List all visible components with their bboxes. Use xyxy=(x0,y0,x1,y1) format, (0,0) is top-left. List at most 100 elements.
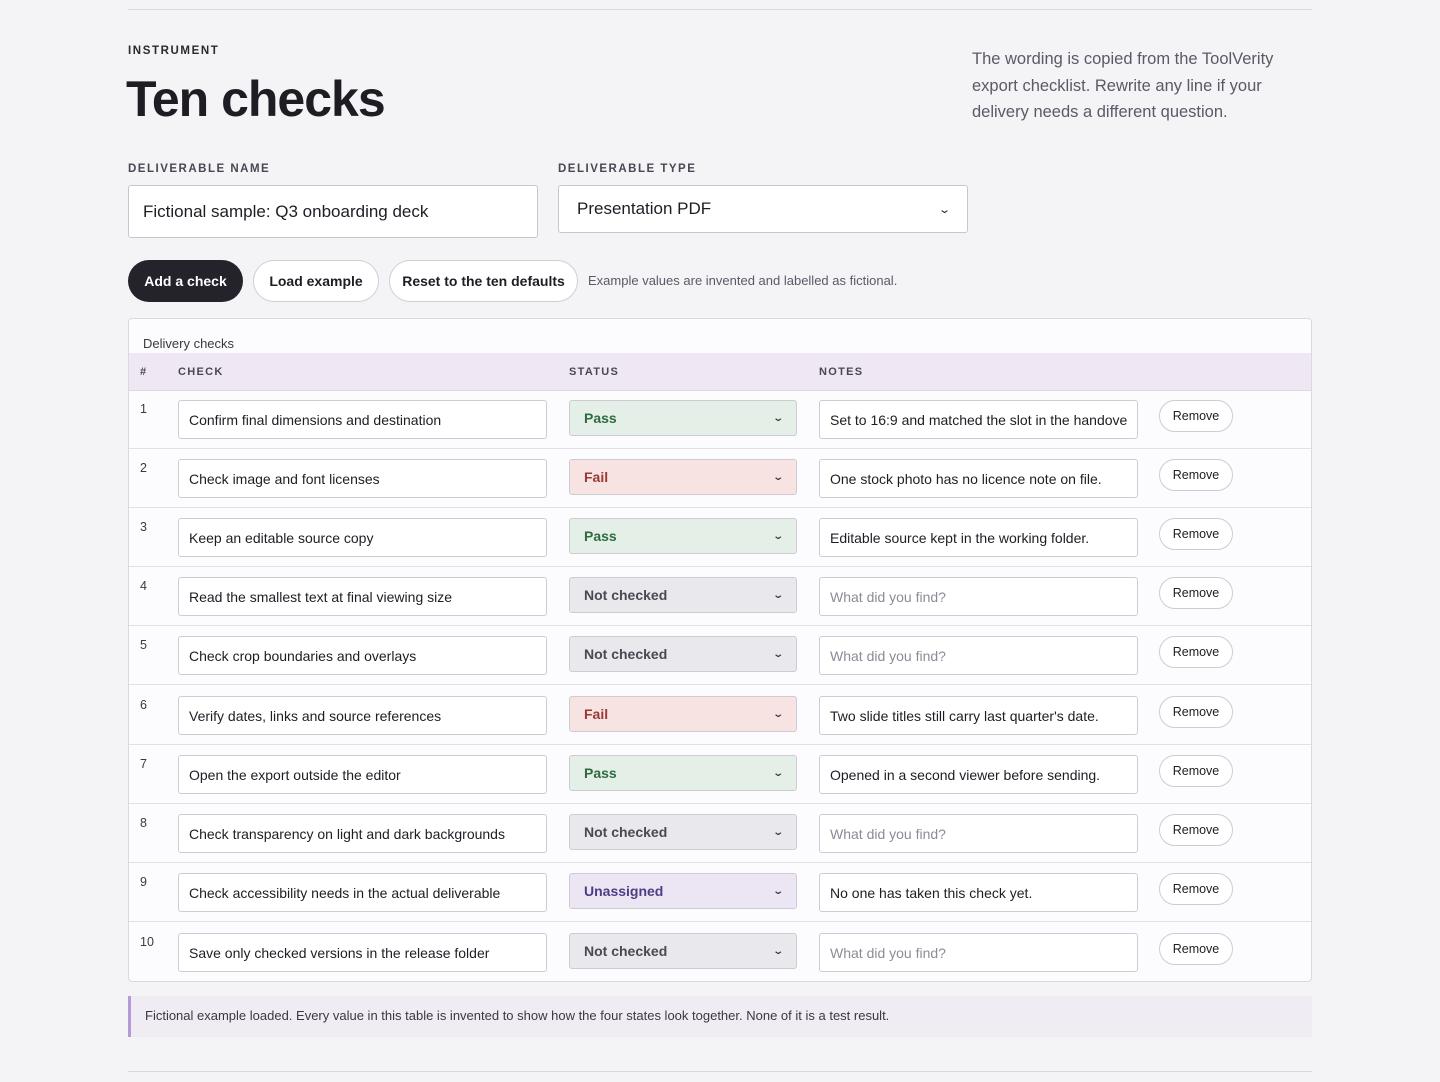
table-row: 3 Pass ⌄ Remove xyxy=(129,508,1311,567)
check-text-input[interactable] xyxy=(178,400,547,439)
row-number: 2 xyxy=(140,461,147,475)
table-row: 7 Pass ⌄ Remove xyxy=(129,745,1311,804)
remove-button[interactable]: Remove xyxy=(1159,814,1233,846)
status-value: Not checked xyxy=(584,943,668,959)
chevron-down-icon: ⌄ xyxy=(771,589,784,601)
table-row: 4 Not checked ⌄ Remove xyxy=(129,567,1311,626)
column-header-check: CHECK xyxy=(178,366,224,378)
chevron-down-icon: ⌄ xyxy=(771,530,784,542)
top-divider xyxy=(128,9,1312,10)
status-select[interactable]: Pass ⌄ xyxy=(569,518,797,554)
bottom-divider xyxy=(128,1071,1312,1072)
remove-button[interactable]: Remove xyxy=(1159,518,1233,550)
notes-input[interactable] xyxy=(819,577,1138,616)
add-check-button[interactable]: Add a check xyxy=(128,260,243,302)
reset-defaults-button[interactable]: Reset to the ten defaults xyxy=(389,260,578,302)
deliverable-type-value: Presentation PDF xyxy=(577,199,712,218)
example-hint: Example values are invented and labelled… xyxy=(588,273,898,288)
remove-button[interactable]: Remove xyxy=(1159,400,1233,432)
intro-note: The wording is copied from the ToolVerit… xyxy=(972,50,1274,121)
row-number: 4 xyxy=(140,579,147,593)
table-row: 5 Not checked ⌄ Remove xyxy=(129,626,1311,685)
status-value: Not checked xyxy=(584,646,668,662)
status-select[interactable]: Not checked ⌄ xyxy=(569,814,797,850)
notes-input[interactable] xyxy=(819,755,1138,794)
remove-button[interactable]: Remove xyxy=(1159,577,1233,609)
deliverable-name-label: DELIVERABLE NAME xyxy=(128,163,271,175)
check-text-input[interactable] xyxy=(178,459,547,498)
table-row: 10 Not checked ⌄ Remove xyxy=(129,923,1311,981)
deliverable-type-select[interactable]: Presentation PDF ⌄ xyxy=(558,185,968,233)
chevron-down-icon: ⌄ xyxy=(771,945,784,957)
column-header-notes: NOTES xyxy=(819,366,864,378)
status-select[interactable]: Pass ⌄ xyxy=(569,400,797,436)
check-text-input[interactable] xyxy=(178,814,547,853)
remove-button[interactable]: Remove xyxy=(1159,873,1233,905)
check-text-input[interactable] xyxy=(178,696,547,735)
check-text-input[interactable] xyxy=(178,577,547,616)
status-select[interactable]: Fail ⌄ xyxy=(569,459,797,495)
table-row: 6 Fail ⌄ Remove xyxy=(129,686,1311,745)
notes-input[interactable] xyxy=(819,400,1138,439)
remove-button[interactable]: Remove xyxy=(1159,933,1233,965)
notes-input[interactable] xyxy=(819,814,1138,853)
row-number: 7 xyxy=(140,757,147,771)
status-select[interactable]: Not checked ⌄ xyxy=(569,933,797,969)
delivery-checks-table: Delivery checks # CHECK STATUS NOTES 1 Pa… xyxy=(128,318,1312,982)
row-number: 10 xyxy=(140,935,154,949)
notes-input[interactable] xyxy=(819,873,1138,912)
status-value: Unassigned xyxy=(584,883,664,899)
deliverable-type-label: DELIVERABLE TYPE xyxy=(558,163,697,175)
eyebrow-label: INSTRUMENT xyxy=(128,45,220,57)
notes-input[interactable] xyxy=(819,636,1138,675)
notes-input[interactable] xyxy=(819,518,1138,557)
status-value: Not checked xyxy=(584,587,668,603)
check-text-input[interactable] xyxy=(178,933,547,972)
row-number: 8 xyxy=(140,816,147,830)
check-text-input[interactable] xyxy=(178,636,547,675)
chevron-down-icon: ⌄ xyxy=(771,471,784,483)
remove-button[interactable]: Remove xyxy=(1159,459,1233,491)
table-caption: Delivery checks xyxy=(143,336,235,351)
status-select[interactable]: Not checked ⌄ xyxy=(569,577,797,613)
chevron-down-icon: ⌄ xyxy=(771,826,784,838)
status-select[interactable]: Fail ⌄ xyxy=(569,696,797,732)
table-row: 1 Pass ⌄ Remove xyxy=(129,390,1311,449)
row-number: 3 xyxy=(140,520,147,534)
column-header-number: # xyxy=(140,366,148,378)
page-title: Ten checks xyxy=(126,71,386,127)
row-number: 9 xyxy=(140,875,147,889)
check-text-input[interactable] xyxy=(178,755,547,794)
row-number: 6 xyxy=(140,698,147,712)
remove-button[interactable]: Remove xyxy=(1159,696,1233,728)
status-value: Fail xyxy=(584,706,609,722)
table-row: 9 Unassigned ⌄ Remove xyxy=(129,863,1311,922)
status-value: Pass xyxy=(584,410,617,426)
notes-input[interactable] xyxy=(819,933,1138,972)
remove-button[interactable]: Remove xyxy=(1159,755,1233,787)
status-value: Pass xyxy=(584,528,617,544)
status-value: Fail xyxy=(584,469,609,485)
status-select[interactable]: Not checked ⌄ xyxy=(569,636,797,672)
chevron-down-icon: ⌄ xyxy=(771,412,784,424)
row-number: 1 xyxy=(140,402,147,416)
table-row: 2 Fail ⌄ Remove xyxy=(129,449,1311,508)
table-row: 8 Not checked ⌄ Remove xyxy=(129,804,1311,863)
notes-input[interactable] xyxy=(819,696,1138,735)
deliverable-name-input[interactable] xyxy=(128,185,538,238)
load-example-button[interactable]: Load example xyxy=(253,260,379,302)
fictional-notice: Fictional example loaded. Every value in… xyxy=(128,996,1312,1037)
chevron-down-icon: ⌄ xyxy=(771,648,784,660)
notes-input[interactable] xyxy=(819,459,1138,498)
check-text-input[interactable] xyxy=(178,873,547,912)
table-header: # CHECK STATUS NOTES xyxy=(129,353,1311,391)
chevron-down-icon: ⌄ xyxy=(771,767,784,779)
chevron-down-icon: ⌄ xyxy=(771,708,784,720)
remove-button[interactable]: Remove xyxy=(1159,636,1233,668)
status-value: Pass xyxy=(584,765,617,781)
status-select[interactable]: Pass ⌄ xyxy=(569,755,797,791)
check-text-input[interactable] xyxy=(178,518,547,557)
chevron-down-icon: ⌄ xyxy=(771,885,784,897)
column-header-status: STATUS xyxy=(569,366,620,378)
status-select[interactable]: Unassigned ⌄ xyxy=(569,873,797,909)
